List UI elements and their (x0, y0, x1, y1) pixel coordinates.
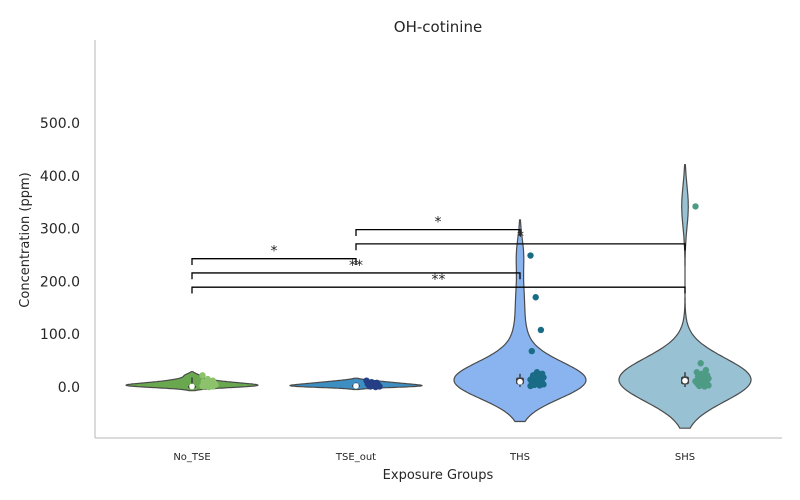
x-tick-label: TSE_out (335, 452, 376, 463)
data-point-No_TSE (200, 383, 207, 390)
data-point-TSE_out (372, 383, 379, 391)
data-point-THS (537, 326, 545, 334)
significance-bracket (191, 272, 521, 280)
y-axis-title: Concentration (ppm) (18, 172, 33, 307)
significance-bracket (191, 258, 357, 266)
data-point-No_TSE (205, 383, 213, 391)
violins (125, 164, 752, 429)
box-markers (188, 372, 689, 390)
y-tick-label: 100.0 (40, 327, 80, 343)
significance-label: ** (349, 258, 363, 274)
data-point-No_TSE (199, 372, 206, 379)
significance-label: ** (432, 272, 446, 288)
median-THS (517, 378, 523, 385)
significance-bracket (355, 243, 686, 251)
significance-label: * (435, 215, 442, 231)
significance-bracket (355, 229, 521, 236)
data-point-SHS (696, 382, 703, 390)
x-tick-labels: No_TSE TSE_out THS SHS (173, 452, 695, 463)
x-tick-label: SHS (675, 452, 695, 463)
y-tick-label: 300.0 (40, 222, 80, 238)
violin-THS (453, 219, 587, 423)
data-point-THS (532, 294, 539, 301)
y-tick-labels: 0.0 100.0 200.0 300.0 400.0 500.0 (40, 116, 80, 396)
significance-bracket (191, 286, 686, 294)
median-SHS (682, 377, 688, 384)
data-point-TSE_out (367, 383, 374, 390)
significance-label: * (271, 244, 278, 260)
x-tick-label: THS (509, 452, 530, 463)
significance-label: * (517, 229, 524, 245)
x-tick-label: No_TSE (173, 452, 210, 463)
chart-title: OH-cotinine (394, 18, 482, 36)
strip-points (199, 203, 712, 391)
y-tick-label: 0.0 (58, 380, 80, 396)
data-point-THS (536, 382, 543, 389)
data-point-SHS (692, 203, 699, 210)
data-point-THS (527, 252, 534, 259)
y-tick-label: 500.0 (40, 116, 80, 132)
data-point-THS (528, 347, 535, 355)
x-axis-title: Exposure Groups (383, 468, 494, 483)
significance-brackets: ******* (191, 215, 686, 294)
y-tick-label: 400.0 (40, 169, 80, 185)
violin-SHS (618, 164, 752, 429)
data-point-SHS (701, 383, 708, 390)
y-tick-label: 200.0 (40, 274, 80, 290)
median-TSE_out (353, 383, 359, 389)
median-No_TSE (189, 383, 195, 390)
data-point-THS (527, 382, 534, 390)
data-point-SHS (697, 360, 704, 367)
